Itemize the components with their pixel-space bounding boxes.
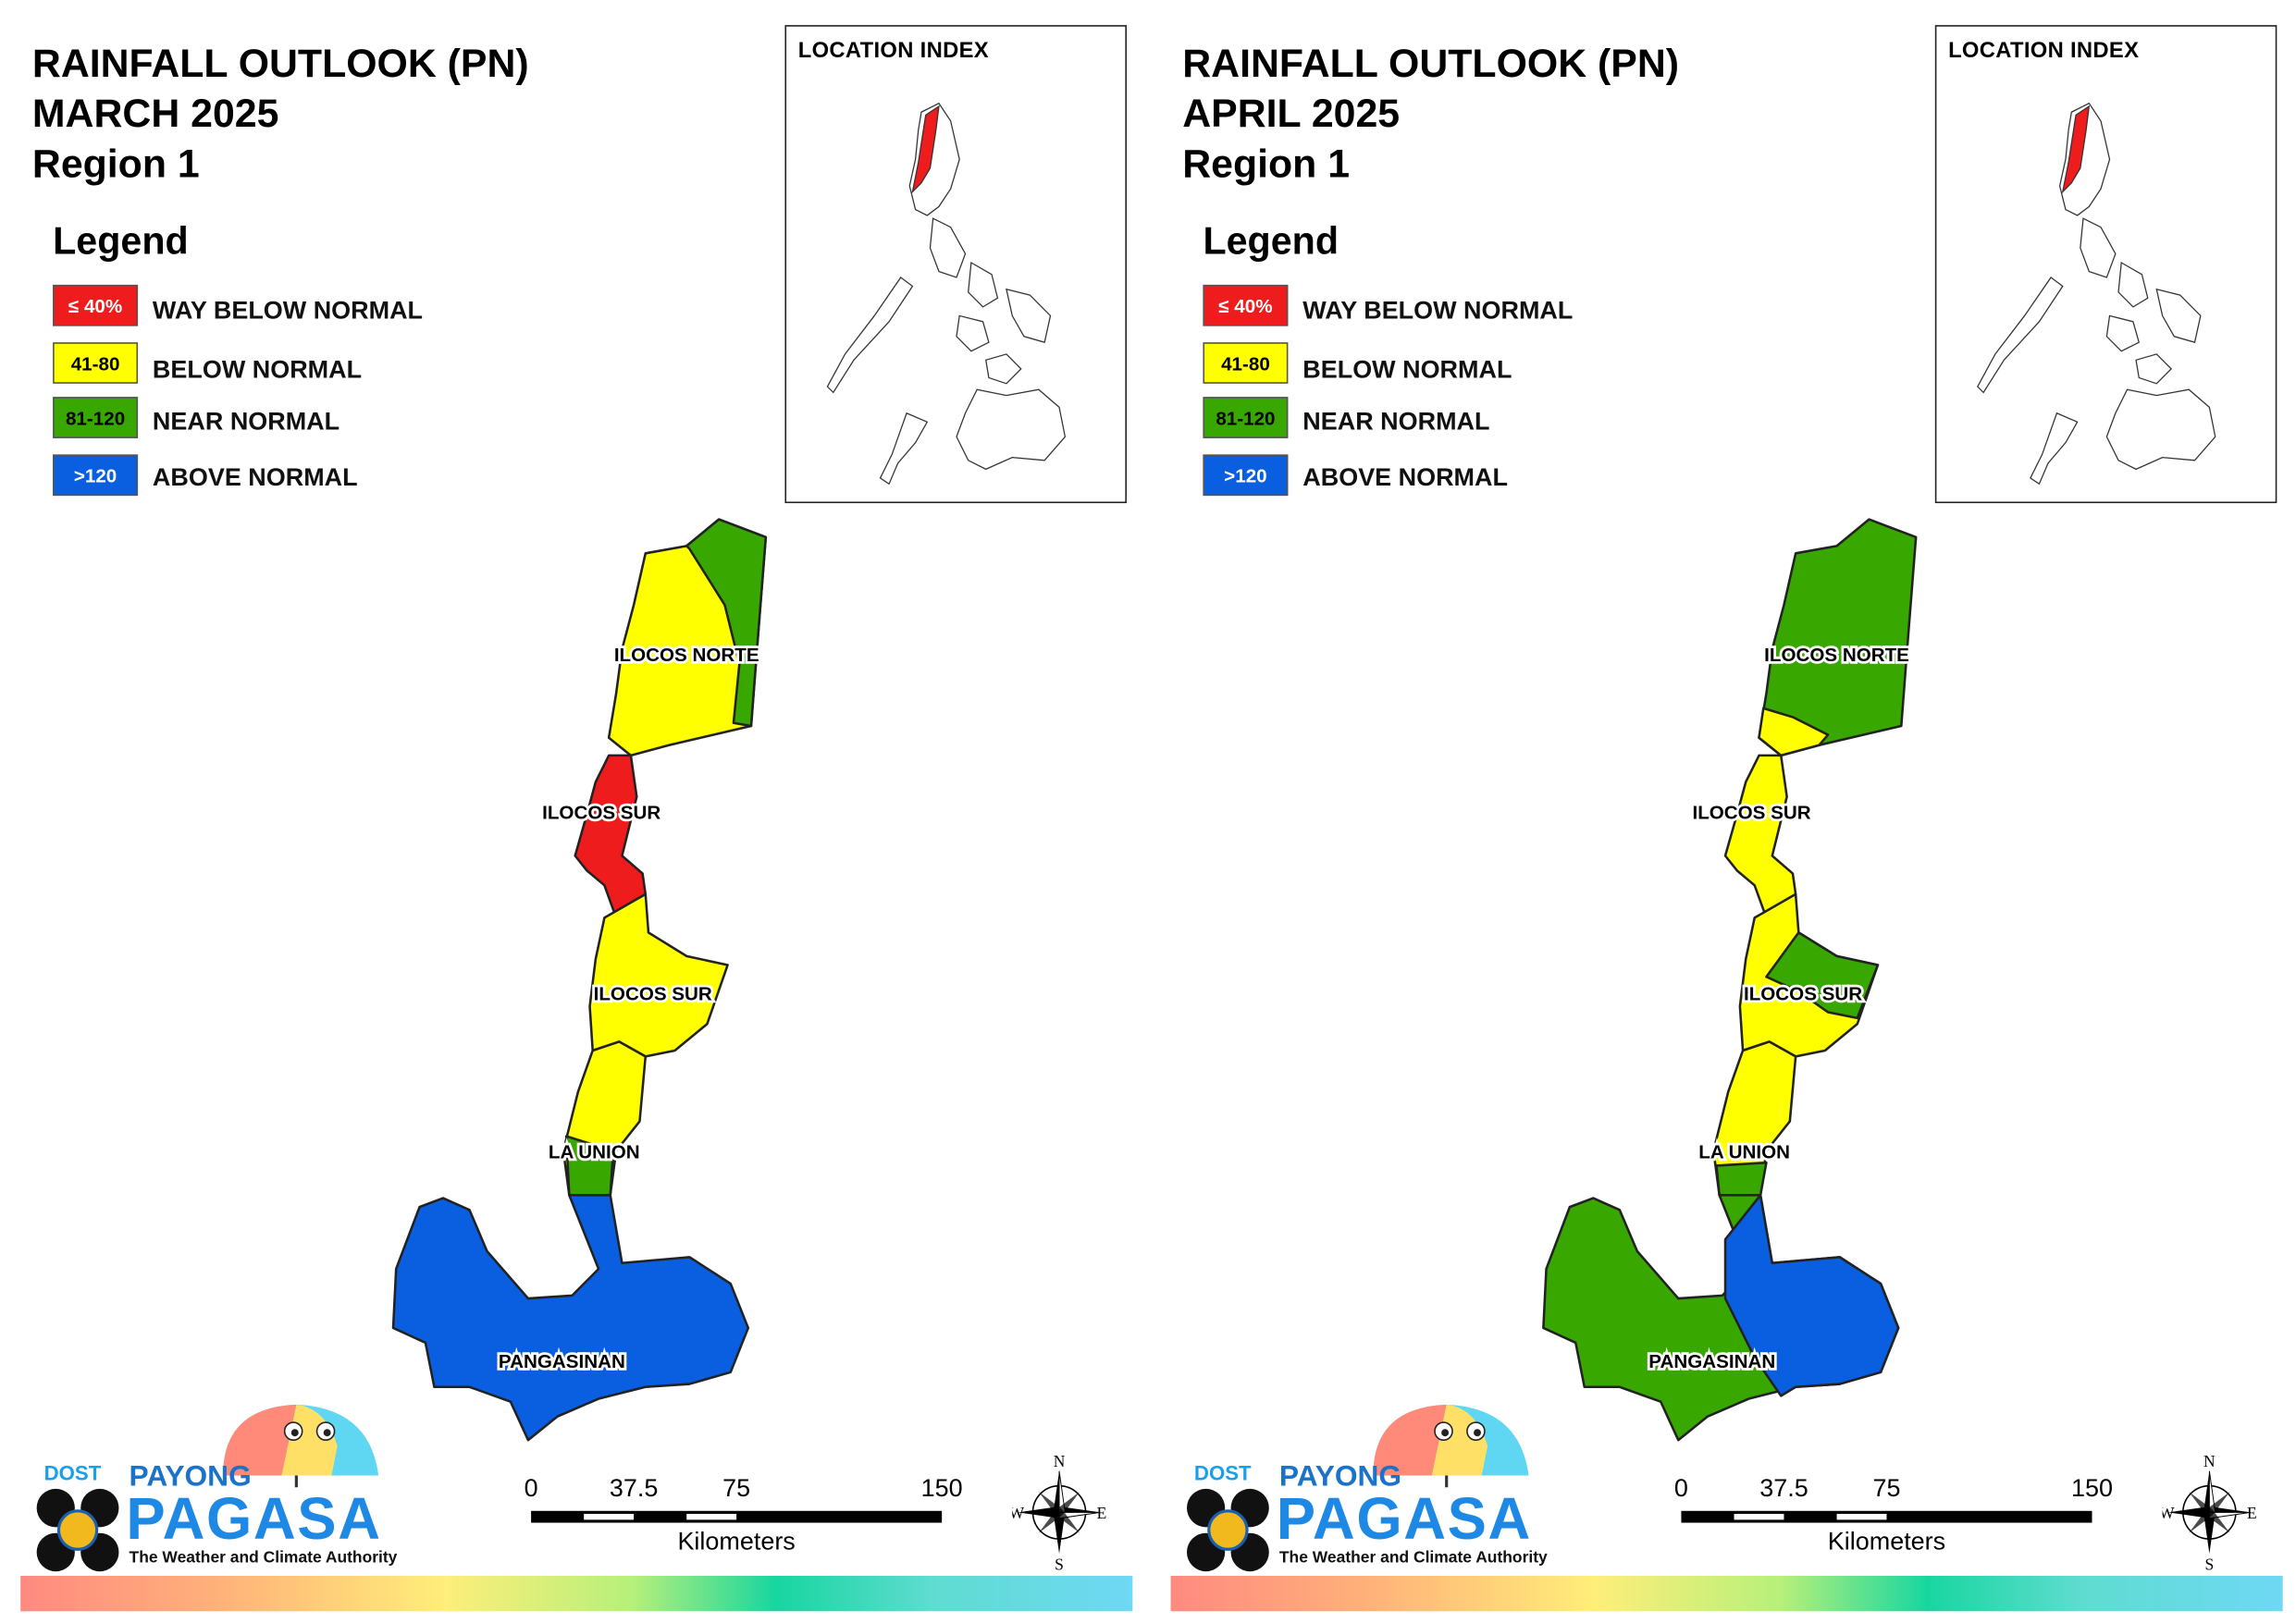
scale-tick: 150 (920, 1473, 963, 1503)
logo-payong: PAYONG (1278, 1460, 1402, 1494)
region-1-map: ILOCOS NORTE ILOCOS SUR ILOCOS SUR LA UN… (391, 518, 768, 1442)
province-label: LA UNION (549, 1141, 640, 1162)
logo-dost: DOST (1193, 1460, 1252, 1485)
region-1-map: ILOCOS NORTE ILOCOS SUR ILOCOS SUR LA UN… (1542, 518, 1918, 1442)
title-line: RAINFALL OUTLOOK (PN) (31, 41, 529, 86)
scale-tick: 37.5 (1759, 1473, 1808, 1503)
scale-tick: 0 (1673, 1473, 1688, 1503)
umbrella-icon (1373, 1404, 1529, 1488)
province-ilocos-sur-south (588, 892, 729, 1058)
compass-w: W (2163, 1504, 2175, 1522)
dost-emblem-icon (1186, 1488, 1269, 1572)
legend-label-near: NEAR NORMAL (152, 407, 340, 436)
outlook-panel-march: RAINFALL OUTLOOK (PN) MARCH 2025 Region … (0, 0, 1147, 1623)
umbrella-icon (223, 1404, 379, 1488)
legend-label-way-below: WAY BELOW NORMAL (152, 296, 424, 326)
province-label: ILOCOS SUR (594, 984, 712, 1005)
province-label: ILOCOS SUR (1692, 802, 1810, 823)
compass-n: N (1054, 1454, 1066, 1470)
legend-swatch-above: >120 (1203, 454, 1289, 497)
province-label: ILOCOS SUR (542, 802, 660, 823)
philippines-outline (826, 102, 1067, 486)
legend-label-way-below: WAY BELOW NORMAL (1302, 296, 1574, 326)
scale-bar: 0 37.5 75 150 Kilometers (1674, 1469, 2118, 1572)
legend-label-below: BELOW NORMAL (1302, 355, 1512, 384)
payong-pagasa-logo: DOST PAYONG PAGASA The Weather and Clima… (1182, 1402, 1593, 1576)
payong-pagasa-logo: DOST PAYONG PAGASA The Weather and Clima… (32, 1402, 443, 1576)
title-line: Region 1 (1182, 141, 1351, 187)
scale-tick: 150 (2070, 1473, 2113, 1503)
legend-label-near: NEAR NORMAL (1302, 407, 1490, 436)
scale-bar-graphic (531, 1510, 943, 1523)
gradient-footer-bar (1170, 1575, 2283, 1612)
inset-title: LOCATION INDEX (797, 38, 989, 64)
scale-tick: 75 (722, 1473, 751, 1503)
legend-swatch-near: 81-120 (53, 397, 139, 438)
map-title: RAINFALL OUTLOOK (PN) MARCH 2025 Region … (32, 38, 529, 189)
legend-swatch-below: 41-80 (1203, 342, 1289, 384)
province-label: ILOCOS SUR (1744, 984, 1862, 1005)
province-label: LA UNION (1698, 1141, 1790, 1162)
scale-tick: 37.5 (609, 1473, 659, 1503)
title-line: APRIL 2025 (1182, 91, 1401, 136)
scale-bar-graphic (1681, 1510, 2092, 1523)
legend-label-below: BELOW NORMAL (152, 355, 363, 384)
compass-w: W (1012, 1504, 1024, 1522)
scale-tick: 75 (1872, 1473, 1901, 1503)
logo-dost: DOST (43, 1460, 102, 1485)
province-la-union-near (1715, 1161, 1768, 1197)
logo-payong: PAYONG (129, 1460, 252, 1494)
inset-title: LOCATION INDEX (1948, 38, 2140, 64)
title-line: Region 1 (31, 141, 200, 187)
logo-pagasa: PAGASA (126, 1487, 382, 1553)
title-line: RAINFALL OUTLOOK (PN) (1182, 41, 1680, 86)
legend-title: Legend (1203, 218, 1339, 263)
province-ilocos-sur-near (1765, 931, 1880, 1020)
compass-s: S (1055, 1555, 1064, 1572)
region-1-highlight (911, 105, 940, 194)
scale-unit: Kilometers (677, 1527, 796, 1555)
gradient-footer-bar (20, 1575, 1133, 1612)
logo-tagline: The Weather and Climate Authority (1278, 1549, 1548, 1568)
compass-e: E (2247, 1504, 2256, 1522)
logo-tagline: The Weather and Climate Authority (129, 1549, 398, 1568)
dost-emblem-icon (36, 1488, 119, 1572)
logo-pagasa: PAGASA (1276, 1487, 1532, 1553)
location-index-inset: LOCATION INDEX (1934, 25, 2277, 504)
province-label: ILOCOS NORTE (614, 645, 759, 666)
province-pangasinan (391, 1194, 750, 1442)
compass-e: E (1097, 1504, 1106, 1522)
legend-swatch-above: >120 (53, 454, 139, 497)
province-label: ILOCOS NORTE (1764, 645, 1909, 666)
legend-swatch-below: 41-80 (53, 342, 139, 384)
map-title: RAINFALL OUTLOOK (PN) APRIL 2025 Region … (1182, 38, 1679, 189)
compass-rose-icon: N S W E (1009, 1452, 1107, 1574)
legend-swatch-way-below: ≤ 40% (53, 284, 139, 326)
compass-n: N (2203, 1454, 2216, 1470)
outlook-panel-april: RAINFALL OUTLOOK (PN) APRIL 2025 Region … (1150, 0, 2296, 1623)
compass-rose-icon: N S W E (2159, 1452, 2257, 1574)
province-label: PANGASINAN (499, 1351, 625, 1372)
province-ilocos-norte-near (685, 518, 768, 728)
legend-swatch-near: 81-120 (1203, 397, 1289, 438)
province-ilocos-sur-north (574, 754, 648, 919)
scale-bar: 0 37.5 75 150 Kilometers (524, 1469, 969, 1572)
scale-unit: Kilometers (1827, 1527, 1946, 1555)
province-ilocos-sur-north (1723, 754, 1797, 919)
legend-label-above: ABOVE NORMAL (1302, 462, 1508, 492)
region-1-highlight (2061, 105, 2091, 194)
legend-title: Legend (53, 218, 189, 263)
province-pangasinan-above (1723, 1194, 1900, 1397)
province-label: PANGASINAN (1648, 1351, 1775, 1372)
philippines-outline (1977, 102, 2216, 486)
location-index-inset: LOCATION INDEX (784, 25, 1127, 504)
legend-label-above: ABOVE NORMAL (152, 462, 358, 492)
legend-swatch-way-below: ≤ 40% (1203, 284, 1289, 326)
compass-s: S (2205, 1555, 2215, 1572)
title-line: MARCH 2025 (31, 91, 279, 136)
scale-tick: 0 (524, 1473, 538, 1503)
